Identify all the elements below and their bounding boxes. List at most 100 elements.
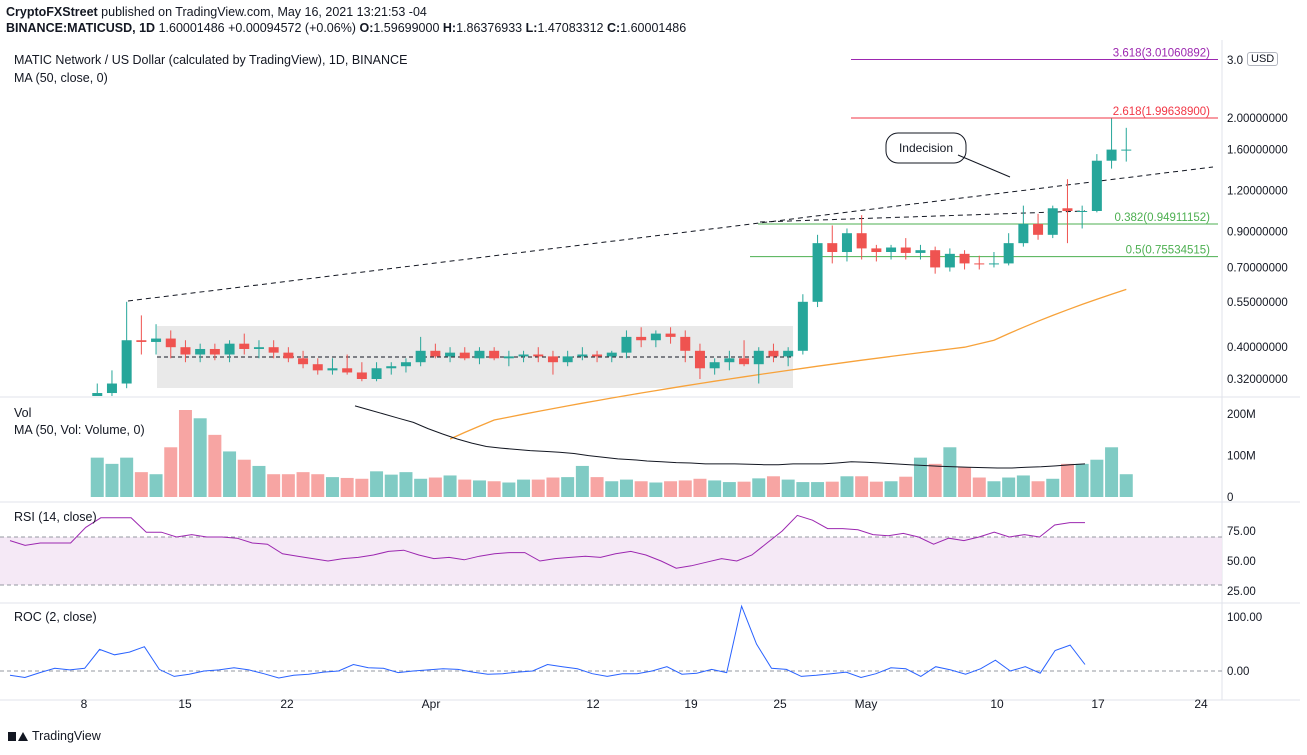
time-tick-label: 24 — [1194, 697, 1208, 711]
candle — [165, 330, 176, 359]
candle-body — [356, 372, 367, 379]
rsi-tick-label: 25.00 — [1227, 586, 1256, 598]
candle — [356, 362, 367, 382]
volume-bar — [531, 479, 545, 497]
candle — [298, 350, 309, 369]
candle-body — [518, 354, 529, 357]
candle — [121, 301, 132, 389]
tradingview-brand[interactable]: TradingView — [8, 729, 101, 743]
volume-bar — [811, 482, 825, 497]
candle-body — [915, 250, 926, 253]
candle-body — [283, 352, 294, 359]
time-tick-label: 8 — [81, 697, 88, 711]
candle — [1106, 118, 1117, 169]
volume-bar — [840, 476, 854, 497]
candle — [577, 347, 588, 361]
volume-bar — [987, 481, 1001, 497]
candle — [1077, 205, 1088, 229]
volume-bar — [311, 474, 325, 497]
volume-bar — [1060, 463, 1074, 497]
candle — [680, 330, 691, 363]
candle-body — [342, 368, 353, 373]
volume-bar — [561, 477, 575, 497]
volume-bar — [134, 472, 148, 497]
candle — [239, 333, 250, 355]
volume-bar — [913, 457, 927, 497]
candle-body — [739, 358, 750, 365]
low-label: L: — [525, 21, 538, 35]
candle — [1018, 205, 1029, 247]
volume-bar — [472, 480, 486, 497]
volume-bar — [825, 481, 839, 497]
time-tick-label: 10 — [990, 697, 1004, 711]
volume-bar — [164, 447, 178, 497]
candle — [503, 350, 514, 367]
volume-bar — [1046, 478, 1060, 497]
candle-body — [92, 393, 103, 396]
candle-body — [151, 338, 162, 342]
volume-bar — [267, 474, 281, 497]
volume-bar — [869, 481, 883, 497]
candle-body — [1062, 208, 1073, 212]
volume-bar — [678, 480, 692, 497]
volume-bar — [1119, 474, 1133, 497]
candle-body — [812, 243, 823, 302]
volume-ma-legend[interactable]: MA (50, Vol: Volume, 0) — [14, 423, 145, 437]
volume-bar — [399, 472, 413, 497]
candle — [268, 340, 279, 359]
publisher-name: CryptoFXStreet — [6, 5, 98, 19]
price-tick-label: 1.60000000 — [1227, 145, 1288, 157]
open-label: O: — [359, 21, 374, 35]
volume-bar — [766, 476, 780, 497]
volume-ma-line — [354, 405, 1086, 469]
candle-body — [871, 248, 882, 253]
volume-bar — [193, 418, 207, 497]
volume-bar — [90, 457, 104, 497]
volume-legend[interactable]: Vol — [14, 406, 32, 420]
rsi-legend[interactable]: RSI (14, close) — [14, 510, 97, 524]
candle-body — [445, 352, 456, 357]
candle-body — [783, 350, 794, 357]
main-series-legend[interactable]: MATIC Network / US Dollar (calculated by… — [14, 53, 408, 67]
time-tick-label: 22 — [280, 697, 294, 711]
rsi-band — [0, 537, 1222, 585]
volume-bar — [1002, 477, 1016, 497]
ma-legend[interactable]: MA (50, close, 0) — [14, 71, 108, 85]
candle — [871, 244, 882, 262]
candle — [753, 347, 764, 384]
close-value: 1.60001486 — [620, 21, 687, 35]
roc-tick-label: 100.00 — [1227, 612, 1262, 624]
volume-bar — [370, 471, 384, 497]
candle-body — [165, 338, 176, 348]
candle — [650, 330, 661, 348]
time-tick-label: Apr — [422, 697, 441, 711]
price-tick-label: 3.0 — [1227, 55, 1243, 67]
candle-body — [827, 243, 838, 253]
candle-body — [533, 354, 544, 357]
candle — [562, 350, 573, 367]
candle-body — [121, 340, 132, 384]
publish-info: CryptoFXStreet published on TradingView.… — [6, 5, 427, 19]
candle — [1062, 179, 1073, 244]
candle — [474, 347, 485, 365]
candle — [1003, 233, 1014, 266]
candle — [944, 248, 955, 272]
high-label: H: — [442, 21, 457, 35]
resistance-line — [759, 210, 1086, 223]
candle-body — [268, 347, 279, 353]
volume-bar — [340, 477, 354, 497]
candle-body — [253, 347, 264, 349]
price-tick-label: 0.32000000 — [1227, 374, 1288, 386]
candle-body — [106, 383, 117, 394]
candle-body — [1121, 149, 1132, 151]
price-tick-label: 0.90000000 — [1227, 227, 1288, 239]
volume-bar — [414, 478, 428, 497]
roc-legend[interactable]: ROC (2, close) — [14, 610, 97, 624]
candle-body — [459, 352, 470, 359]
volume-bar — [384, 474, 398, 497]
currency-badge[interactable]: USD — [1247, 52, 1279, 66]
candle — [180, 340, 191, 363]
price-tick-label: 2.00000000 — [1227, 113, 1288, 125]
candle — [92, 383, 103, 396]
